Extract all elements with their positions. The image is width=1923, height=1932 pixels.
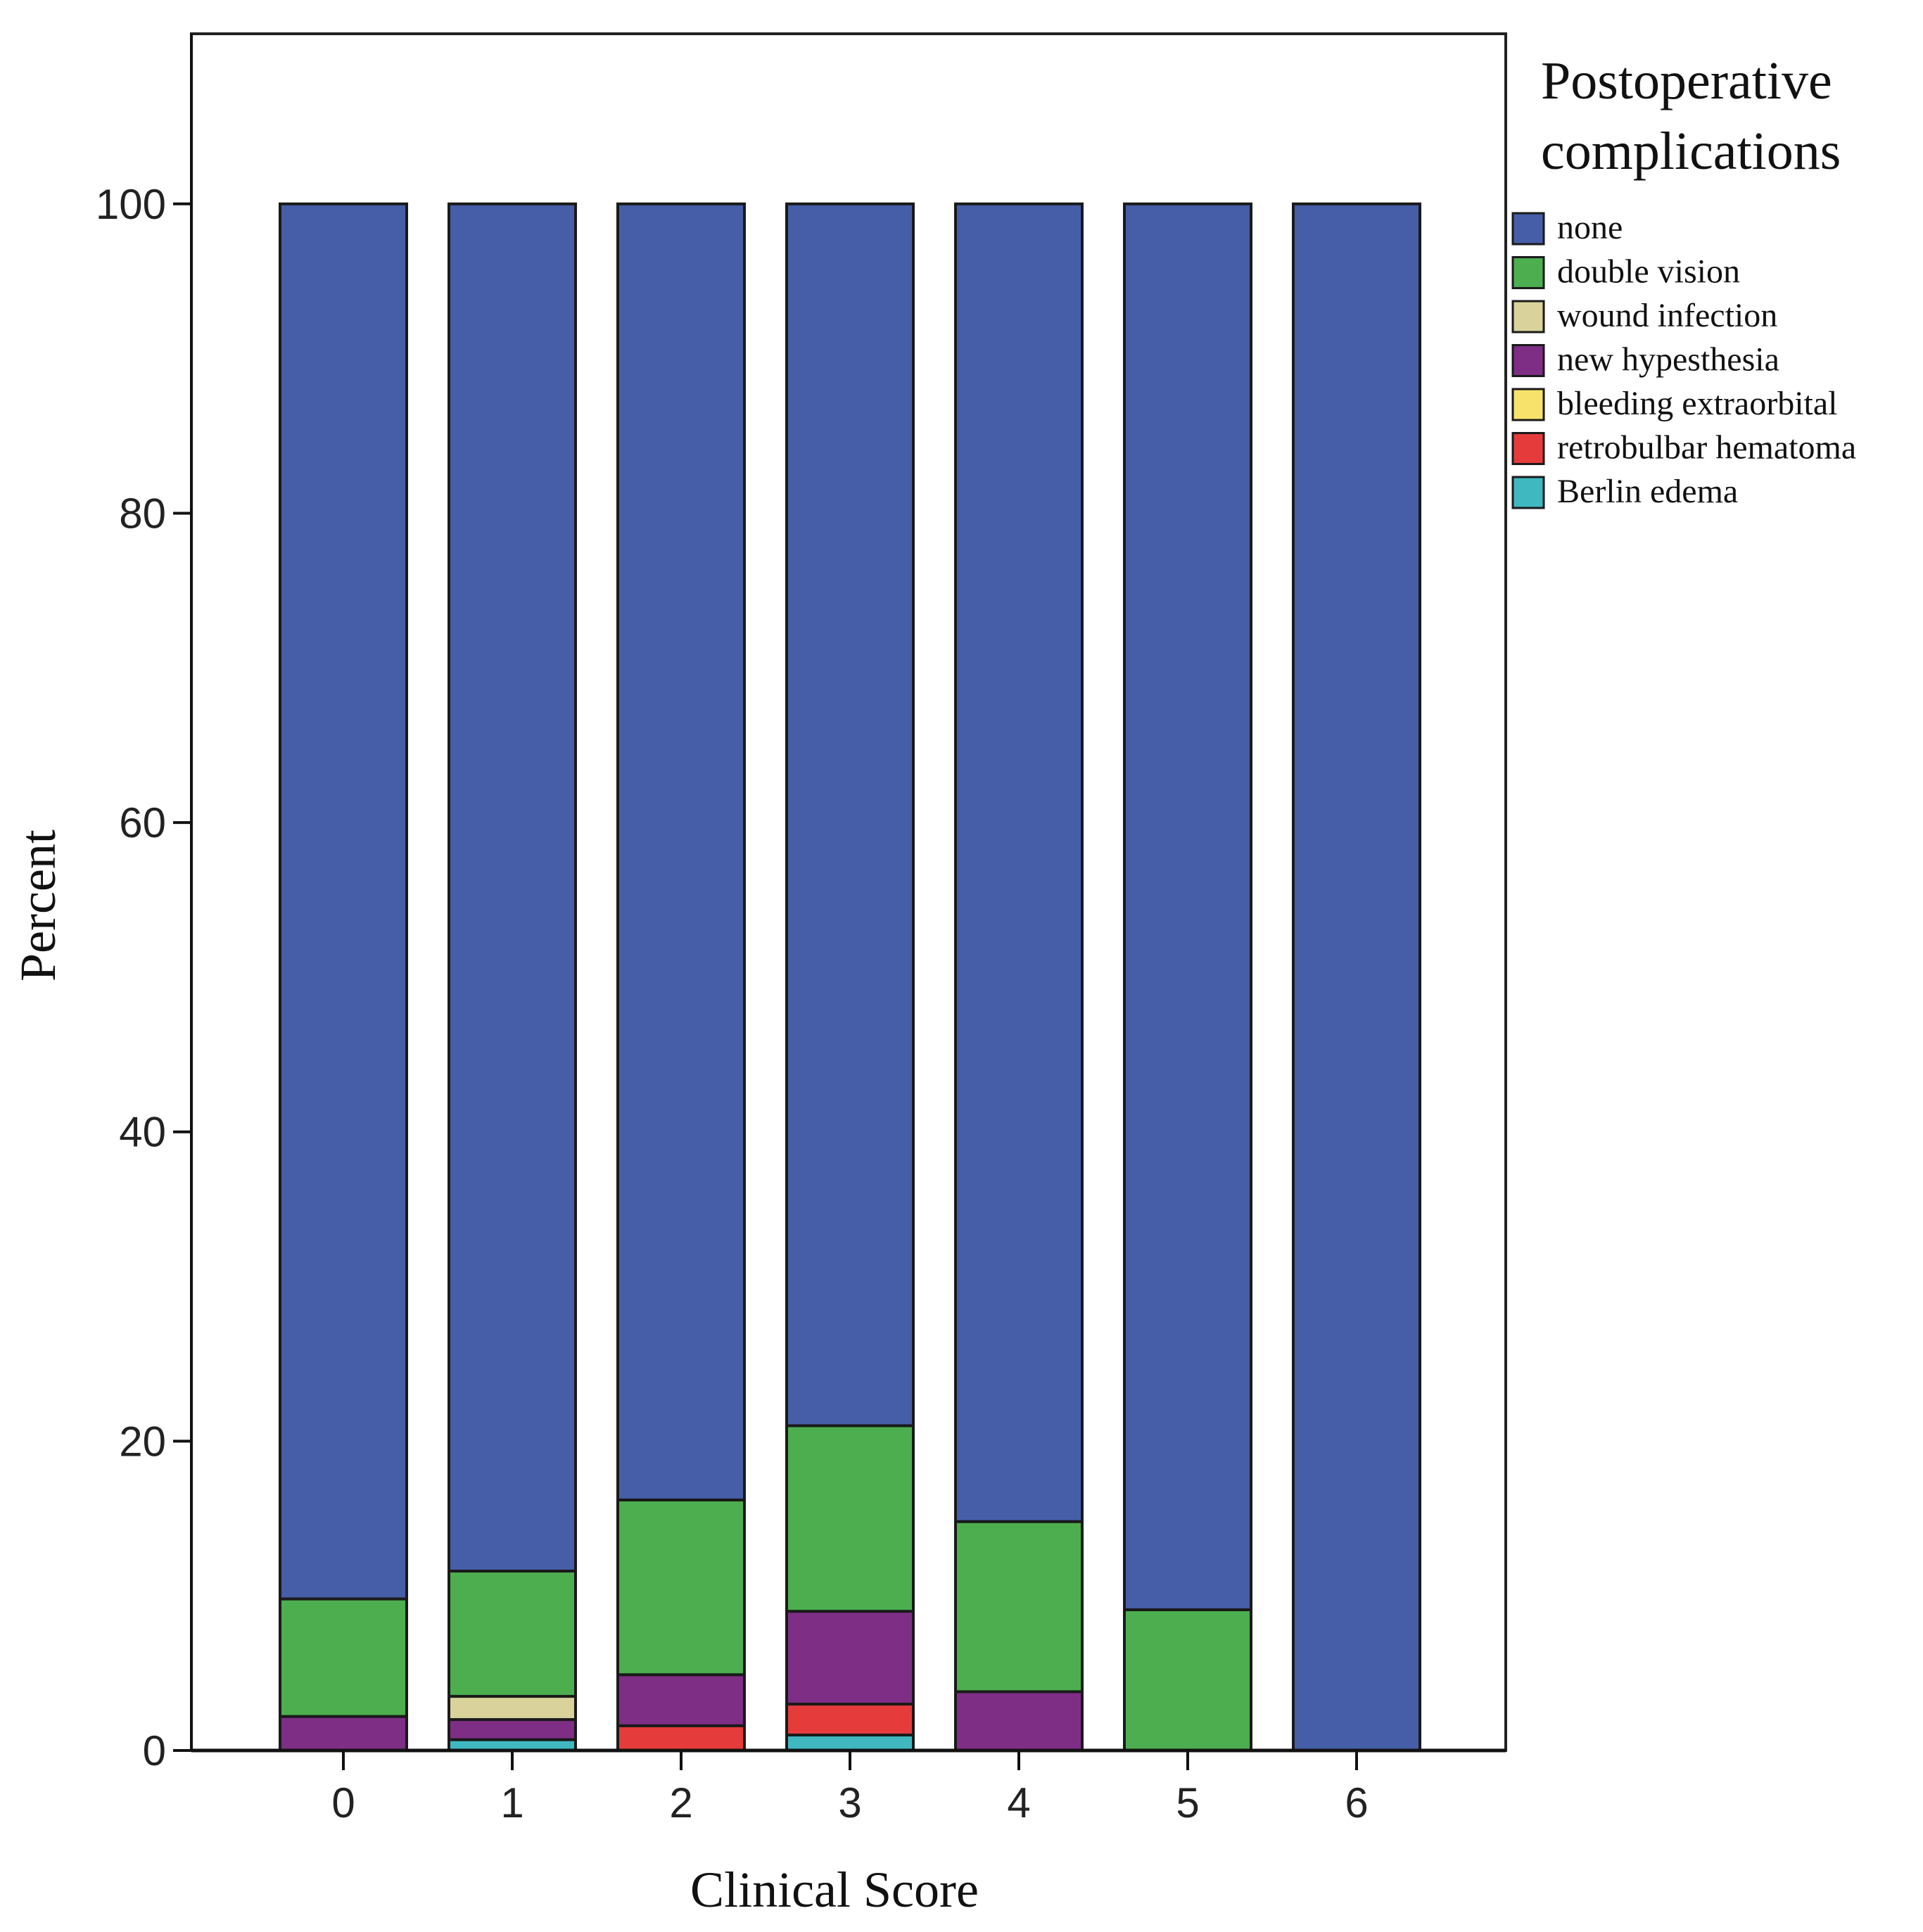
- bar-stack-score-2: [616, 202, 746, 1753]
- bar-segment-double-vision-score-2: [616, 1498, 746, 1677]
- legend-swatch-new-hypesthesia: [1511, 344, 1545, 377]
- bars-layer: [279, 202, 1421, 1753]
- y-tick-label-60: 60: [119, 799, 166, 846]
- bar-stack-score-6: [1292, 202, 1421, 1753]
- bar-segment-double-vision-score-1: [448, 1570, 577, 1698]
- bar-stack-score-4: [954, 202, 1084, 1753]
- bar-stack-score-1: [448, 202, 577, 1752]
- legend-item-new-hypesthesia: new hypesthesia: [1511, 341, 1779, 379]
- bar-segment-double-vision-score-4: [954, 1520, 1084, 1693]
- legend-label-new-hypesthesia: new hypesthesia: [1557, 341, 1779, 379]
- x-tick-label-1: 1: [500, 1779, 523, 1826]
- legend-item-berlin-edema: Berlin edema: [1511, 473, 1738, 510]
- bar-segment-none-score-3: [785, 202, 915, 1428]
- legend-label-bleeding-extraorbital: bleeding extraorbital: [1557, 385, 1838, 422]
- legend-item-double-vision: double vision: [1511, 253, 1740, 291]
- bar-segment-retrobulbar-hematoma-score-3: [785, 1703, 915, 1737]
- bar-stack-score-5: [1123, 202, 1252, 1752]
- x-tick-label-2: 2: [669, 1779, 692, 1826]
- legend: Postoperative complications none double v…: [1511, 51, 1856, 510]
- bar-segment-none-score-2: [616, 202, 746, 1501]
- legend-swatch-bleeding-extraorbital: [1511, 388, 1545, 421]
- bar-stack-score-0: [279, 202, 408, 1753]
- y-tick-label-20: 20: [119, 1418, 166, 1465]
- x-tick-label-0: 0: [331, 1779, 355, 1826]
- y-axis-ticks: 0 20 40 60 80 100: [96, 181, 191, 1774]
- bar-segment-wound-infection-score-1: [448, 1695, 577, 1722]
- x-tick-label-4: 4: [1007, 1779, 1030, 1826]
- y-tick-label-40: 40: [119, 1109, 166, 1156]
- bar-segment-double-vision-score-0: [279, 1597, 408, 1718]
- legend-title-line-1: Postoperative: [1541, 51, 1832, 110]
- x-tick-label-3: 3: [838, 1779, 861, 1826]
- bar-segment-new-hypesthesia-score-2: [616, 1673, 746, 1727]
- bar-segment-new-hypesthesia-score-4: [954, 1690, 1084, 1753]
- legend-item-none: none: [1511, 209, 1623, 246]
- legend-label-berlin-edema: Berlin edema: [1557, 473, 1738, 510]
- bar-segment-none-score-5: [1123, 202, 1252, 1611]
- bar-segment-none-score-0: [279, 202, 408, 1601]
- bar-segment-new-hypesthesia-score-0: [279, 1715, 408, 1753]
- legend-items: none double vision wound infection new hype…: [1511, 209, 1856, 510]
- bar-segment-retrobulbar-hematoma-score-2: [616, 1724, 746, 1753]
- bar-segment-double-vision-score-5: [1123, 1608, 1252, 1752]
- y-tick-label-100: 100: [96, 181, 166, 228]
- bar-segment-none-score-1: [448, 202, 577, 1573]
- legend-swatch-none: [1511, 212, 1545, 246]
- bar-segment-none-score-6: [1292, 202, 1421, 1753]
- bar-segment-double-vision-score-3: [785, 1424, 915, 1613]
- legend-swatch-berlin-edema: [1511, 476, 1545, 509]
- y-tick-label-80: 80: [119, 490, 166, 537]
- x-tick-label-5: 5: [1176, 1779, 1199, 1826]
- x-axis-title: Clinical Score: [690, 1862, 979, 1918]
- legend-label-none: none: [1557, 209, 1623, 246]
- legend-swatch-wound-infection: [1511, 300, 1545, 333]
- y-tick-label-0: 0: [143, 1727, 166, 1774]
- legend-swatch-double-vision: [1511, 256, 1545, 289]
- bar-segment-new-hypesthesia-score-3: [785, 1610, 915, 1706]
- legend-item-wound-infection: wound infection: [1511, 297, 1777, 334]
- x-axis-ticks: 0 1 2 3 4 5 6: [331, 1750, 1369, 1826]
- legend-label-double-vision: double vision: [1557, 253, 1740, 291]
- y-axis-title: Percent: [10, 830, 66, 981]
- x-tick-label-6: 6: [1345, 1779, 1368, 1826]
- bar-segment-berlin-edema-score-3: [785, 1734, 915, 1753]
- legend-label-retrobulbar-hematoma: retrobulbar hematoma: [1557, 429, 1856, 466]
- bar-segment-new-hypesthesia-score-1: [448, 1718, 577, 1741]
- bar-segment-none-score-4: [954, 202, 1084, 1523]
- bar-stack-score-3: [785, 202, 915, 1753]
- legend-item-retrobulbar-hematoma: retrobulbar hematoma: [1511, 429, 1856, 466]
- legend-label-wound-infection: wound infection: [1557, 297, 1777, 334]
- legend-swatch-retrobulbar-hematoma: [1511, 432, 1545, 465]
- legend-item-bleeding-extraorbital: bleeding extraorbital: [1511, 385, 1838, 422]
- legend-title-line-2: complications: [1541, 122, 1841, 181]
